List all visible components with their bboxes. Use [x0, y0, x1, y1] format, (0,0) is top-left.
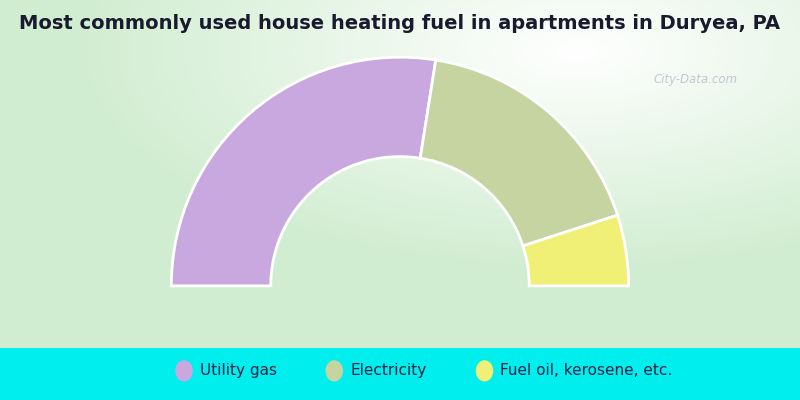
- Text: City-Data.com: City-Data.com: [654, 74, 738, 86]
- Text: Most commonly used house heating fuel in apartments in Duryea, PA: Most commonly used house heating fuel in…: [19, 14, 781, 33]
- Wedge shape: [171, 57, 436, 286]
- Text: Utility gas: Utility gas: [200, 363, 277, 378]
- Ellipse shape: [326, 360, 343, 382]
- Wedge shape: [420, 60, 618, 246]
- Text: Fuel oil, kerosene, etc.: Fuel oil, kerosene, etc.: [501, 363, 673, 378]
- Text: Electricity: Electricity: [350, 363, 426, 378]
- Ellipse shape: [476, 360, 494, 382]
- Wedge shape: [523, 215, 629, 286]
- Ellipse shape: [175, 360, 193, 382]
